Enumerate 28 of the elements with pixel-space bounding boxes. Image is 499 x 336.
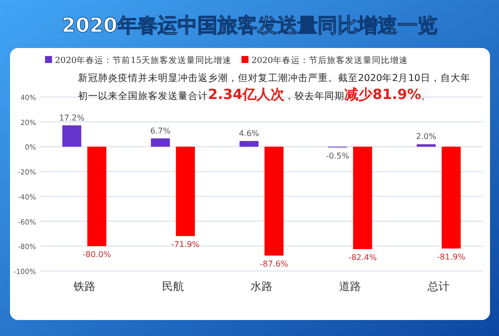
bar (416, 144, 436, 147)
x-tick-label: 水路 (250, 280, 272, 293)
data-label: 17.2% (59, 113, 85, 122)
bar (150, 138, 170, 147)
bar (442, 146, 461, 249)
bar (353, 146, 372, 250)
bar (264, 146, 284, 256)
bar (62, 125, 82, 147)
data-label: -81.9% (437, 252, 466, 262)
bar (87, 146, 106, 246)
legend-label: 2020年春运：节前15天旅客发送量同比增速 (55, 55, 232, 66)
x-tick-label: 总计 (426, 280, 450, 293)
annotation: 新冠肺炎疫情并未明显冲击返乡潮，但对复工潮冲击严重。截至2020年2月10日，自大年初一以来全国旅客发送量合计2.34亿人次，较去年同期减少81.9%。 (78, 73, 470, 103)
bar (176, 146, 195, 236)
data-label: 6.7% (150, 126, 171, 136)
data-label: -0.5% (326, 151, 350, 160)
data-label: 2.0% (416, 132, 437, 142)
chart-title: 2020年春运中国旅客发送量同比增速一览 (62, 13, 438, 37)
data-label: -82.4% (348, 253, 378, 262)
x-tick-label: 道路 (339, 280, 362, 293)
x-tick-label: 民航 (162, 280, 184, 293)
x-tick-label: 铁路 (72, 280, 96, 293)
bar (240, 140, 258, 147)
data-label: -71.9% (171, 240, 200, 250)
data-label: -80.0% (82, 250, 112, 260)
data-label: -87.6% (260, 260, 289, 269)
data-label: 4.6% (238, 128, 260, 138)
legend-label: 2020年春运：节后旅客发送量同比增速 (251, 55, 408, 66)
